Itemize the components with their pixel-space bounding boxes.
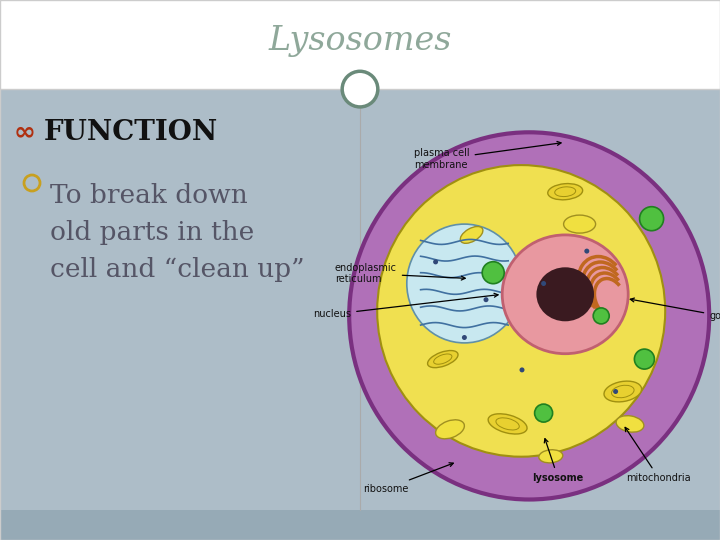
Ellipse shape xyxy=(349,132,709,500)
Text: nucleus: nucleus xyxy=(313,293,498,319)
Ellipse shape xyxy=(536,267,594,321)
Circle shape xyxy=(484,297,488,302)
Text: ∞: ∞ xyxy=(14,119,36,145)
Ellipse shape xyxy=(503,235,628,354)
Circle shape xyxy=(593,308,609,324)
Circle shape xyxy=(541,281,546,286)
Circle shape xyxy=(433,259,438,265)
Circle shape xyxy=(520,367,524,373)
Text: mitochondria: mitochondria xyxy=(625,427,691,483)
Ellipse shape xyxy=(407,224,522,343)
Ellipse shape xyxy=(548,184,582,200)
Circle shape xyxy=(634,349,654,369)
Bar xyxy=(0,0,720,89)
Circle shape xyxy=(342,71,378,107)
Circle shape xyxy=(585,248,589,254)
Ellipse shape xyxy=(564,215,595,233)
Circle shape xyxy=(613,389,618,394)
Text: FUNCTION: FUNCTION xyxy=(44,119,218,146)
Circle shape xyxy=(482,262,504,284)
Circle shape xyxy=(462,335,467,340)
Ellipse shape xyxy=(377,165,665,457)
Text: golgi: golgi xyxy=(630,298,720,321)
Text: plasma cell
membrane: plasma cell membrane xyxy=(414,141,561,170)
Text: To break down
old parts in the
cell and “clean up”: To break down old parts in the cell and … xyxy=(50,183,305,282)
Bar xyxy=(0,89,720,510)
Text: ribosome: ribosome xyxy=(364,463,454,494)
Ellipse shape xyxy=(604,381,642,402)
Bar xyxy=(0,510,720,540)
Ellipse shape xyxy=(460,226,483,244)
Text: lysosome: lysosome xyxy=(532,438,584,483)
Text: endoplasmic
reticulum: endoplasmic reticulum xyxy=(335,262,465,284)
Ellipse shape xyxy=(539,450,563,463)
Ellipse shape xyxy=(428,350,458,368)
Text: Lysosomes: Lysosomes xyxy=(269,24,451,57)
Circle shape xyxy=(534,404,553,422)
Circle shape xyxy=(639,207,664,231)
Ellipse shape xyxy=(616,416,644,432)
Ellipse shape xyxy=(436,420,464,439)
Ellipse shape xyxy=(488,414,527,434)
